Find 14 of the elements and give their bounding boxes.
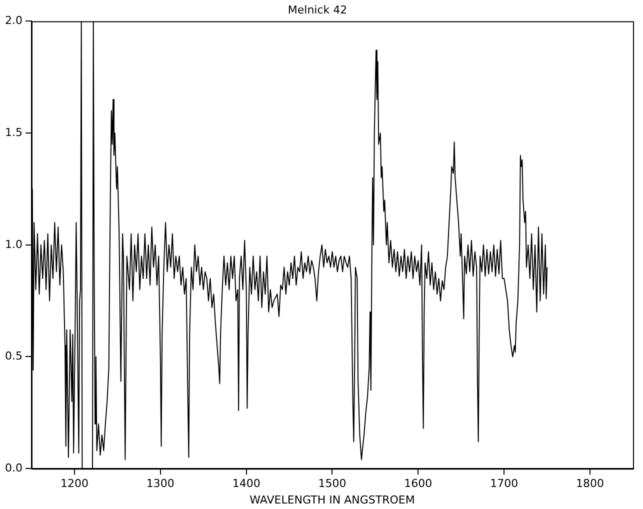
x-tick-label: 1600 [404, 477, 432, 490]
x-tick-label: 1200 [60, 477, 88, 490]
y-tick-label: 2.0 [4, 14, 22, 28]
x-tick-label: 1300 [146, 477, 174, 490]
y-tick-label: 1.5 [4, 126, 22, 139]
x-tick-label: 1400 [232, 477, 260, 490]
y-tick-label: 0.0 [4, 461, 22, 474]
y-tick-label: 0.5 [4, 350, 22, 363]
x-tick-label: 1700 [490, 477, 518, 490]
x-tick-label: 1500 [318, 477, 346, 490]
y-tick-label: 1.0 [4, 238, 22, 251]
chart-title: Melnick 42 [288, 3, 348, 16]
x-tick-label: 1800 [576, 477, 604, 490]
x-axis-title: WAVELENGTH IN ANGSTROEM [250, 493, 415, 506]
